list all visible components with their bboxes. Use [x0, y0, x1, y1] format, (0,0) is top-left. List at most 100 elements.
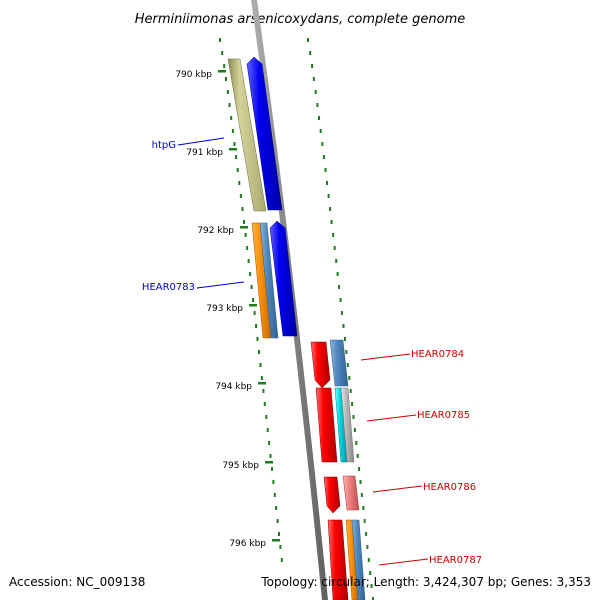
gene-HEAR0786-feature[interactable] [323, 476, 341, 514]
tick-790 [218, 70, 226, 73]
inner-ruler-tick-9 [235, 155, 238, 159]
gene-htpG[interactable] [227, 58, 267, 212]
gene-blue-2[interactable] [269, 220, 298, 337]
gene-HEAR0786-pink-feature[interactable] [342, 475, 360, 511]
gene-label-HEAR0785[interactable]: HEAR0785 [417, 410, 470, 421]
gene-label-HEAR0786[interactable]: HEAR0786 [423, 482, 476, 493]
outer-ruler-tick-36 [362, 506, 365, 510]
inner-ruler-tick-31 [268, 441, 271, 445]
outer-ruler-tick-1 [309, 51, 312, 55]
kbp-label-794: 794 kbp [215, 382, 252, 392]
outer-ruler-tick-27 [349, 389, 352, 393]
inner-ruler-tick-11 [238, 181, 241, 185]
outer-ruler-tick-17 [335, 259, 338, 263]
outer-ruler-tick-43 [371, 597, 374, 600]
tick-794 [258, 382, 266, 385]
leader-HEAR0785 [366, 414, 417, 422]
kbp-label-790: 790 kbp [175, 70, 212, 80]
gene-HEAR0787[interactable] [327, 519, 366, 600]
gene-label-HEAR0787[interactable]: HEAR0787 [429, 555, 482, 566]
tick-793 [249, 304, 257, 307]
inner-ruler-tick-17 [247, 259, 250, 263]
gene-HEAR0787-steel-feature[interactable] [351, 519, 366, 600]
gene-HEAR0787-orange-feature[interactable] [345, 519, 359, 600]
map-title: Herminiimonas arsenicoxydans, complete g… [135, 12, 465, 27]
leader-HEAR0783 [196, 281, 245, 289]
inner-ruler-tick-27 [262, 389, 265, 393]
inner-ruler-tick-19 [250, 285, 253, 289]
inner-ruler-tick-37 [276, 519, 279, 523]
gene-HEAR0785[interactable] [315, 387, 355, 463]
inner-ruler-tick-10 [236, 168, 239, 172]
inner-ruler-tick-1 [221, 51, 224, 55]
gene-blue-1[interactable] [246, 56, 283, 211]
inner-ruler-tick-34 [272, 480, 275, 484]
gene-HEAR0785-feature[interactable] [315, 387, 338, 463]
outer-ruler-tick-6 [318, 116, 320, 120]
kbp-label-792: 792 kbp [197, 226, 234, 236]
outer-ruler-tick-23 [344, 337, 346, 341]
outer-ruler-tick-24 [345, 350, 348, 354]
inner-ruler-tick-4 [226, 90, 229, 94]
inner-ruler-tick-5 [228, 103, 231, 107]
outer-ruler-tick-15 [332, 233, 335, 237]
outer-ruler-tick-40 [367, 558, 370, 562]
outer-ruler-tick-20 [339, 298, 342, 302]
gene-blue-1-feature[interactable] [246, 56, 283, 211]
inner-ruler-tick-38 [278, 532, 280, 536]
inner-ruler-ticks [219, 38, 283, 562]
tick-795 [265, 461, 273, 464]
kbp-labels: 790 kbp 791 kbp 792 kbp 793 kbp 794 kbp … [175, 70, 266, 549]
outer-ruler-tick-22 [342, 324, 345, 328]
genome-backbone [251, 0, 328, 600]
gene-label-HEAR0784[interactable]: HEAR0784 [411, 349, 464, 360]
inner-ruler-tick-36 [275, 506, 278, 510]
inner-ruler-tick-21 [253, 311, 256, 315]
gene-HEAR0785-silver-feature[interactable] [340, 387, 355, 463]
outer-ruler-tick-34 [359, 480, 362, 484]
outer-ruler-tick-14 [330, 220, 333, 224]
inner-ruler-tick-30 [266, 428, 269, 432]
inner-ruler-tick-2 [223, 64, 226, 68]
outer-ruler-tick-7 [319, 129, 322, 133]
gene-htpG-feature[interactable] [227, 58, 267, 212]
tick-792 [240, 226, 248, 229]
outer-ruler-tick-5 [316, 103, 319, 107]
inner-ruler-tick-24 [258, 350, 260, 354]
inner-ruler-tick-13 [241, 207, 244, 211]
gene-HEAR0783[interactable] [259, 222, 279, 339]
gene-HEAR0787-feature[interactable] [327, 519, 349, 600]
gene-label-HEAR0783[interactable]: HEAR0783 [142, 282, 195, 293]
leader-htpG [177, 137, 225, 146]
outer-ruler-tick-35 [360, 493, 363, 497]
gene-label-htpG[interactable]: htpG [152, 140, 176, 151]
inner-ruler-tick-33 [271, 467, 273, 471]
topology-label: Topology: circular; Length: 3,424,307 bp… [260, 575, 591, 589]
gene-HEAR0784[interactable] [310, 339, 349, 389]
inner-ruler-tick-7 [231, 129, 234, 133]
gene-blue-2-feature[interactable] [269, 220, 298, 337]
major-ticks [218, 70, 280, 542]
inner-ruler-tick-12 [239, 194, 242, 198]
inner-ruler-tick-15 [244, 233, 247, 237]
inner-ruler-tick-39 [279, 545, 282, 549]
outer-ruler-tick-0 [307, 38, 309, 42]
outer-ruler-tick-38 [365, 532, 368, 536]
outer-ruler-tick-19 [338, 285, 341, 289]
gene-HEAR0786[interactable] [323, 475, 360, 514]
kbp-label-793: 793 kbp [206, 304, 243, 314]
label-leaders [177, 137, 429, 566]
outer-ruler-tick-10 [324, 168, 327, 172]
outer-ruler-tick-3 [312, 77, 315, 81]
inner-ruler-tick-23 [256, 337, 259, 341]
outer-ruler-tick-32 [356, 454, 359, 458]
outer-ruler-tick-8 [321, 142, 324, 146]
gene-HEAR0784-steel-feature[interactable] [329, 339, 349, 387]
gene-HEAR0784-feature[interactable] [310, 341, 331, 389]
inner-ruler-tick-28 [263, 402, 266, 406]
gene-HEAR0783-feature[interactable] [259, 222, 279, 339]
accession-label: Accession: NC_009138 [9, 575, 145, 589]
outer-ruler-tick-30 [353, 428, 356, 432]
outer-ruler-tick-29 [352, 415, 355, 419]
